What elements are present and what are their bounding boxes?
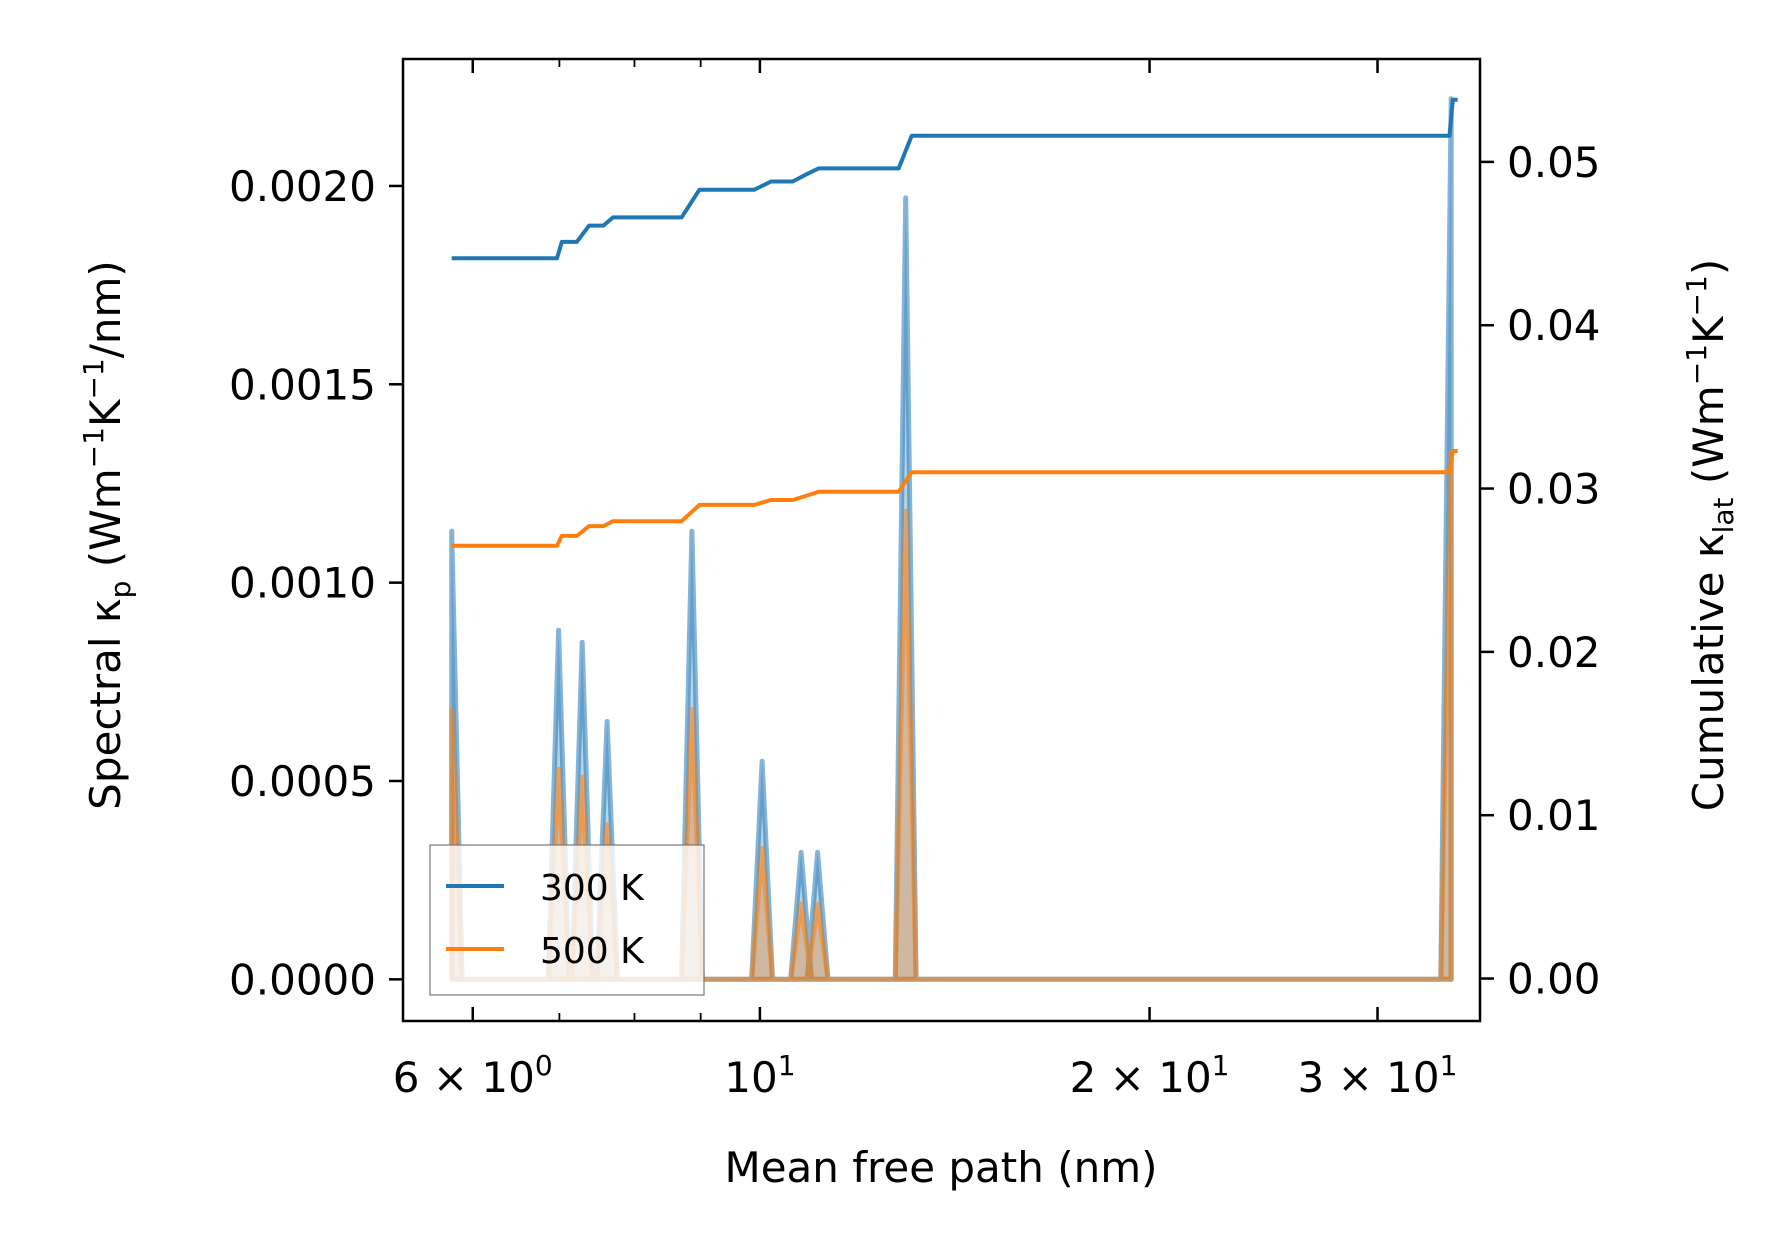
right-y-axis-ticks: 0.00 0.01 0.02 0.03 0.04 0.05 <box>1480 138 1601 1004</box>
y-left-tick-label: 0.0000 <box>229 955 376 1004</box>
x-tick-label: 3 × 101 <box>1298 1049 1458 1102</box>
y-right-tick-label: 0.02 <box>1507 628 1601 677</box>
legend-box <box>429 844 705 996</box>
legend-label-300k: 300 K <box>540 868 645 909</box>
legend: 300 K 500 K <box>429 844 705 996</box>
left-y-axis-ticks: 0.0000 0.0005 0.0010 0.0015 0.0020 <box>229 162 403 1004</box>
y-right-tick-label: 0.00 <box>1507 955 1601 1004</box>
y-right-tick-label: 0.05 <box>1507 138 1601 187</box>
y-left-tick-label: 0.0015 <box>229 360 376 409</box>
cumulative-line-500k <box>451 449 1458 548</box>
x-tick-label: 6 × 100 <box>393 1049 553 1102</box>
y-left-tick-label: 0.0020 <box>229 162 376 211</box>
y-left-tick-label: 0.0005 <box>229 757 376 806</box>
left-y-axis-label: Spectral κp (Wm−1K−1/nm) <box>77 260 137 810</box>
x-tick-label: 101 <box>724 1049 795 1102</box>
cumulative-line-300k <box>451 97 1458 261</box>
y-right-tick-label: 0.03 <box>1507 465 1601 514</box>
y-right-tick-label: 0.01 <box>1507 791 1601 840</box>
y-left-tick-label: 0.0010 <box>229 559 376 608</box>
x-axis-ticks: 6 × 100 101 2 × 101 3 × 101 <box>393 59 1458 1102</box>
plot-frame <box>401 57 1482 1023</box>
cumulative-series-group <box>451 97 1458 548</box>
right-y-axis-label: Cumulative κlat (Wm−1K−1) <box>1680 259 1740 811</box>
x-tick-label: 2 × 101 <box>1070 1049 1230 1102</box>
y-right-tick-label: 0.04 <box>1507 301 1601 350</box>
x-axis-label: Mean free path (nm) <box>724 1143 1157 1192</box>
legend-label-500k: 500 K <box>540 931 645 972</box>
